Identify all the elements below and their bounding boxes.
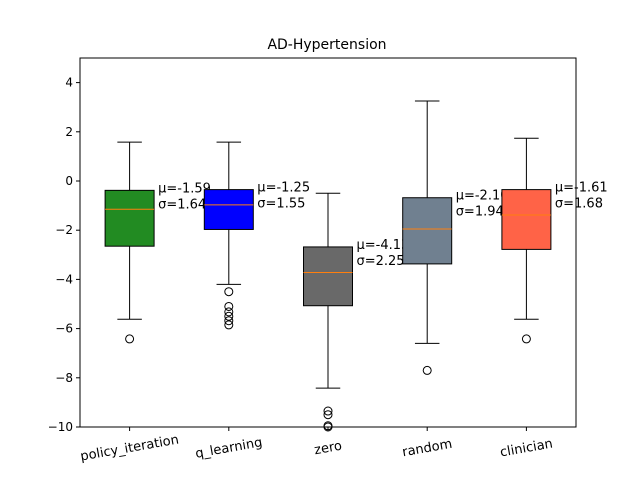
outlier-point-q-learning <box>224 311 234 321</box>
x-tick-label: random <box>401 437 453 461</box>
y-tick-label: −2 <box>55 223 73 237</box>
x-tick-label: clinician <box>499 436 554 460</box>
chart-title: AD-Hypertension <box>267 37 386 53</box>
outlier-point-q-learning <box>224 301 234 311</box>
y-tick-label: −6 <box>55 322 73 336</box>
annotation-std-random: σ=1.94 <box>456 205 504 220</box>
annotation-mean-zero: μ=-4.13 <box>357 238 410 253</box>
annotation-mean-q-learning: μ=-1.25 <box>257 181 310 196</box>
box-zero <box>303 246 353 307</box>
box-random <box>402 197 453 265</box>
outlier-point-q-learning <box>224 320 234 330</box>
outlier-point-q-learning <box>224 307 234 317</box>
y-tick-label: 0 <box>65 174 73 188</box>
outlier-point-policy-iteration <box>125 334 135 344</box>
annotation-mean-policy-iteration: μ=-1.59 <box>158 181 211 196</box>
outlier-point-clinician <box>521 334 531 344</box>
y-tick-label: −8 <box>55 371 73 385</box>
box-policy-iteration <box>104 189 155 247</box>
x-tick-label: zero <box>313 439 343 459</box>
outlier-point-q-learning <box>224 316 234 326</box>
annotation-std-zero: σ=2.25 <box>357 254 405 269</box>
box-q-learning <box>203 189 254 230</box>
y-tick-label: −10 <box>48 420 73 434</box>
y-tick-label: −4 <box>55 272 73 286</box>
y-tick-label: 2 <box>65 125 73 139</box>
y-tick-label: 4 <box>65 76 73 90</box>
outlier-point-random <box>422 365 432 375</box>
outlier-point-zero <box>323 406 333 416</box>
outlier-point-zero <box>323 410 333 420</box>
x-tick-label: q_learning <box>194 435 263 462</box>
box-clinician <box>501 189 552 250</box>
annotation-std-q-learning: σ=1.55 <box>257 197 305 212</box>
plot-area: μ=-1.59σ=1.64 μ=-1.25σ=1.55 μ=-4.13σ=2.25 μ… <box>48 57 608 465</box>
annotation-std-clinician: σ=1.68 <box>555 197 603 212</box>
annotation-std-policy-iteration: σ=1.64 <box>158 197 206 212</box>
x-tick-label: policy_iteration <box>79 432 180 464</box>
annotation-mean-random: μ=-2.10 <box>456 189 509 204</box>
outlier-point-q-learning <box>224 287 234 297</box>
annotation-mean-clinician: μ=-1.61 <box>555 181 608 196</box>
